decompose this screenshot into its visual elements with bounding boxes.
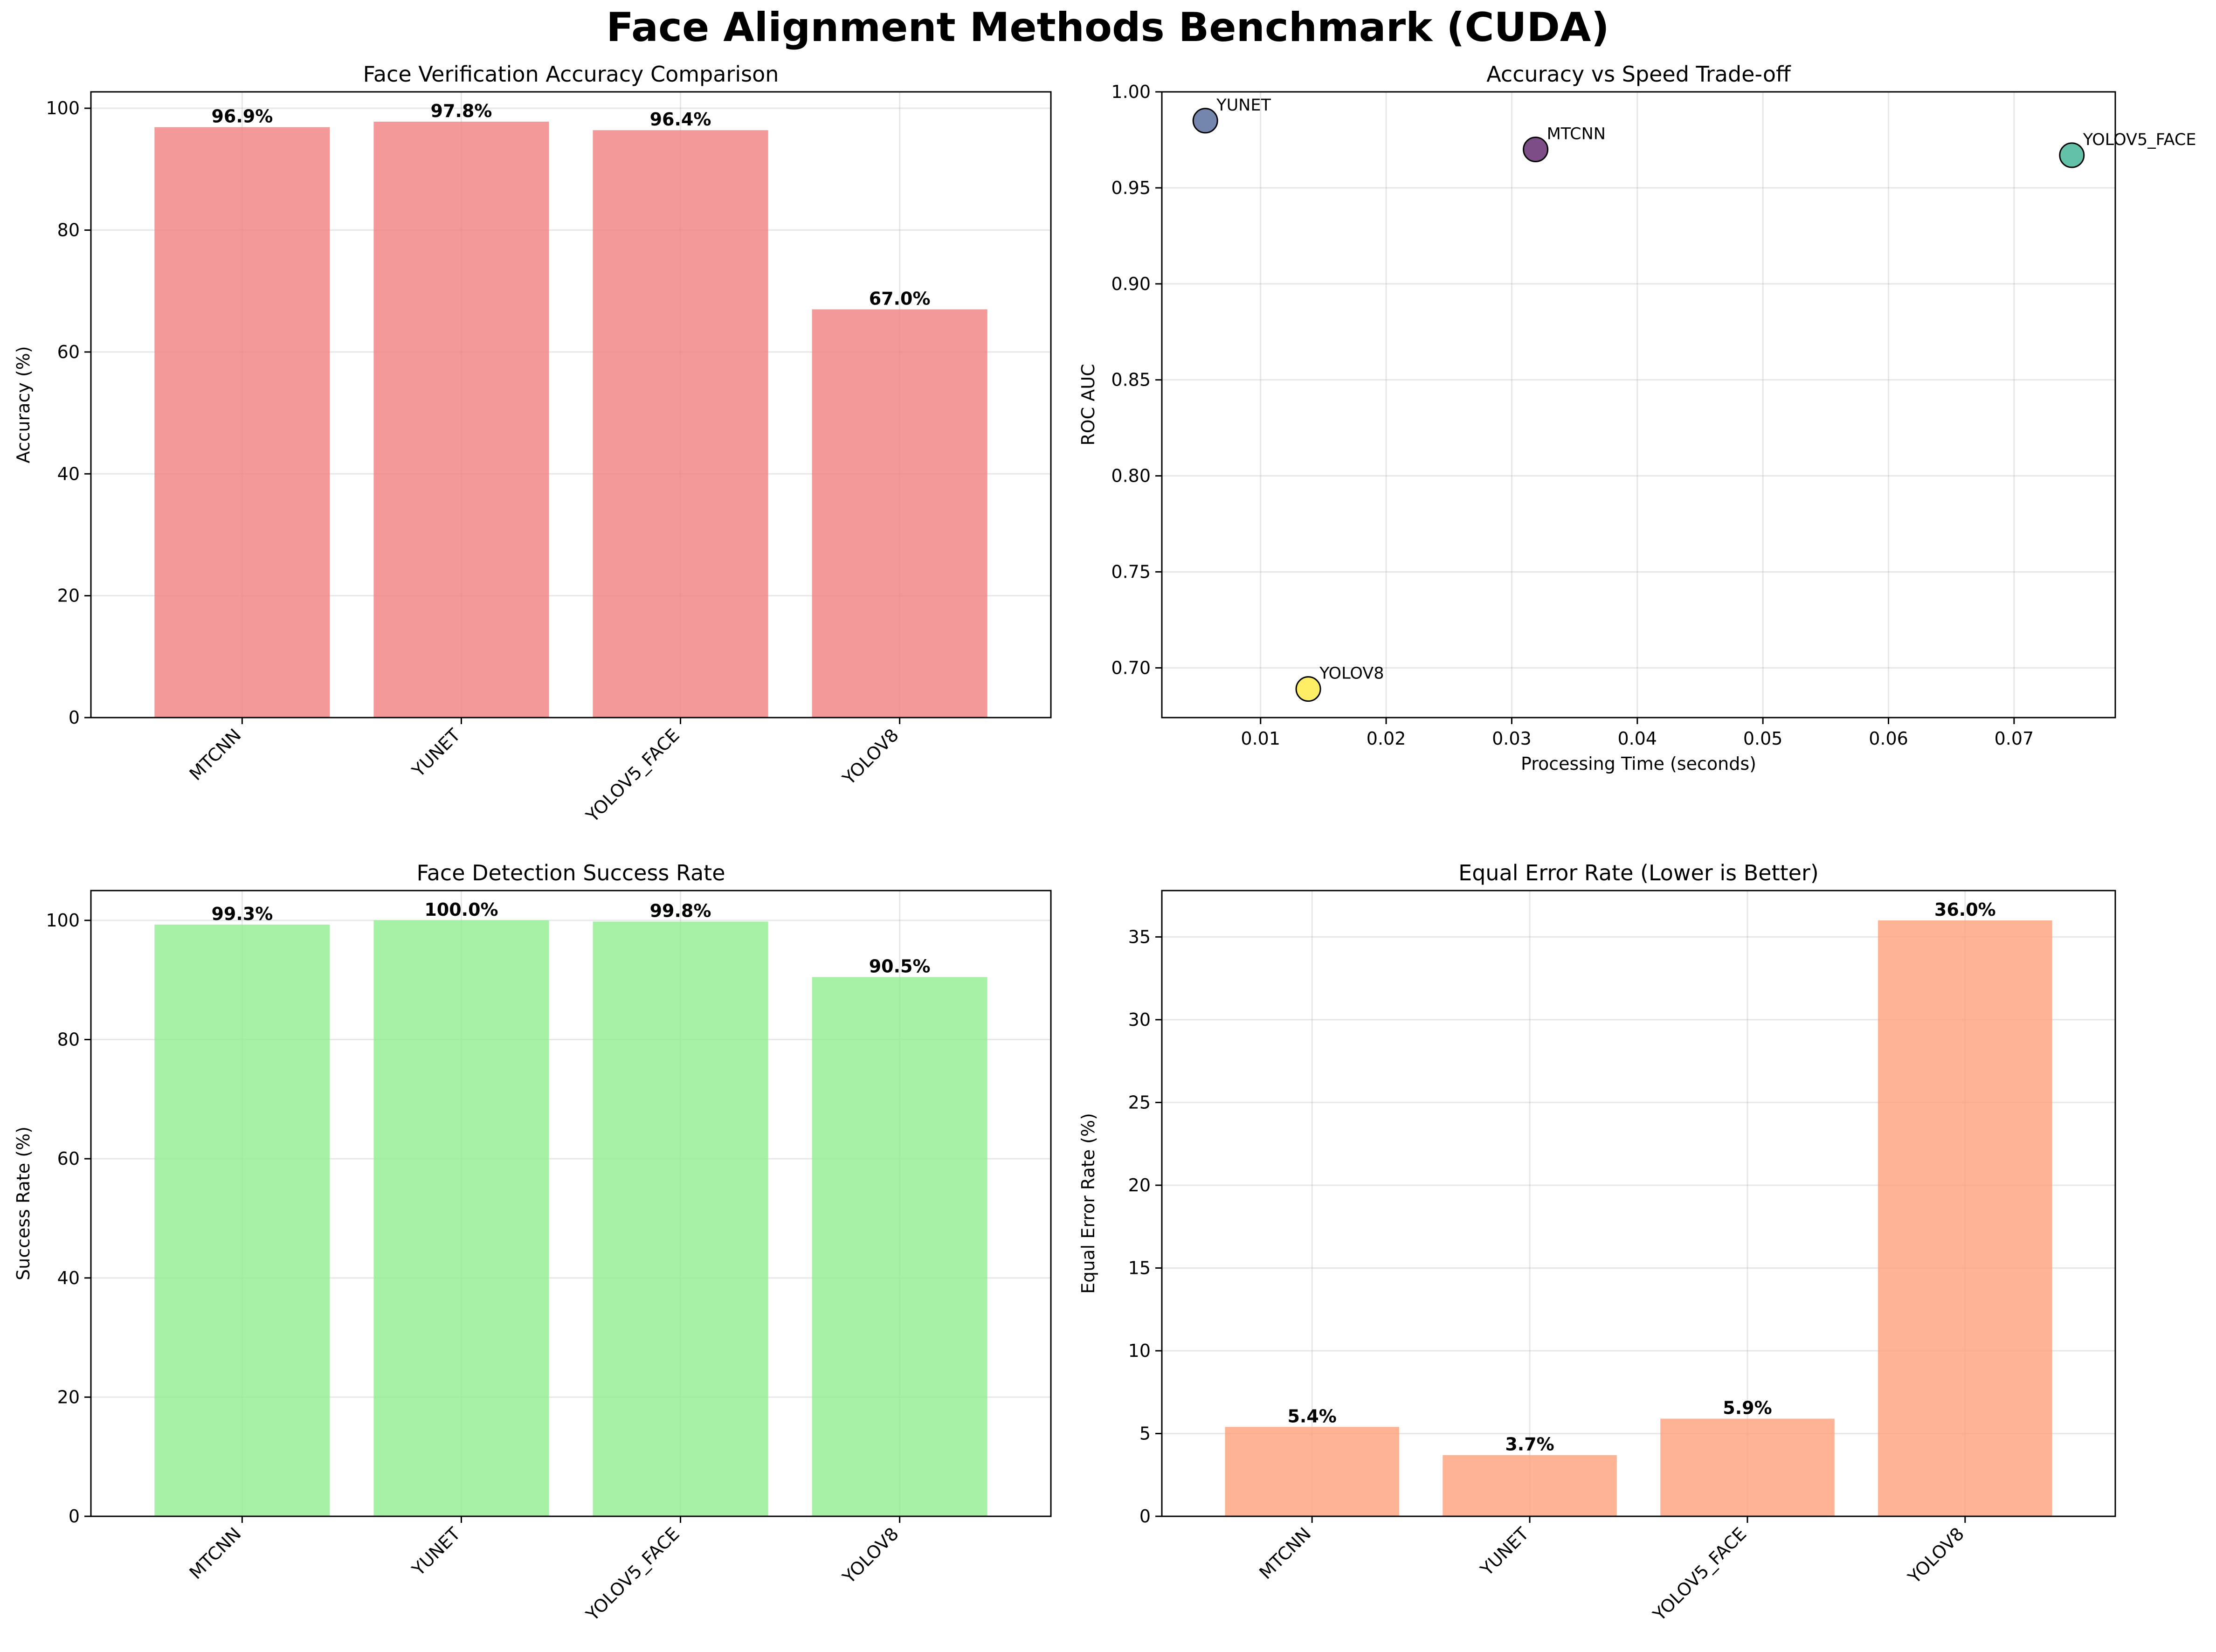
bar-value-label: 36.0% [1934, 899, 1996, 920]
y-tick-label: 0 [69, 1506, 80, 1527]
x-tick-label: 0.02 [1367, 728, 1406, 749]
x-tick-label: 0.01 [1241, 728, 1280, 749]
bar-value-label: 67.0% [869, 288, 931, 309]
x-tick-label: YUNET [407, 1523, 464, 1580]
bar-yunet [1443, 1455, 1617, 1516]
bar-yunet [373, 920, 549, 1516]
point-yolov8 [1295, 676, 1321, 702]
x-tick-label: MTCNN [186, 725, 245, 784]
bar-value-label: 5.4% [1287, 1406, 1336, 1426]
y-axis-label: ROC AUC [1078, 364, 1098, 445]
y-axis-label: Accuracy (%) [13, 346, 34, 463]
bar-value-label: 3.7% [1505, 1434, 1554, 1455]
y-tick-label: 40 [57, 463, 80, 484]
y-tick-label: 80 [57, 1030, 80, 1050]
x-tick-label: YOLOV8 [1904, 1523, 1968, 1588]
x-tick-label: YOLOV5_FACE [582, 1523, 683, 1625]
bar-yolov5_face [1660, 1418, 1835, 1516]
y-tick-label: 15 [1128, 1258, 1151, 1278]
x-tick-label: 0.06 [1869, 728, 1908, 749]
axes-frame [1161, 890, 2116, 1517]
y-tick-label: 30 [1128, 1009, 1151, 1030]
point-yunet [1192, 108, 1218, 134]
y-tick-label: 10 [1128, 1341, 1151, 1361]
axes-frame [1161, 91, 2116, 719]
y-tick-label: 0 [1139, 1506, 1151, 1527]
y-tick-label: 1.00 [1111, 82, 1151, 102]
point-label: YUNET [1216, 96, 1271, 115]
y-tick-label: 0.85 [1111, 370, 1151, 390]
panel-tradeoff: Accuracy vs Speed Trade-off 0.70 0.75 0.80 0… [1078, 62, 2196, 774]
y-tick-label: 0.75 [1111, 561, 1151, 582]
x-tick-label: YUNET [407, 725, 464, 781]
x-tick-label: 0.05 [1743, 728, 1783, 749]
x-tick-label: YOLOV8 [838, 1523, 903, 1588]
point-yolov5_face [2059, 142, 2085, 168]
bar-value-label: 90.5% [869, 956, 931, 976]
y-axis-label: Equal Error Rate (%) [1078, 1113, 1098, 1294]
x-axis-label: Processing Time (seconds) [1521, 753, 1756, 774]
y-tick-label: 0 [69, 707, 80, 728]
y-tick-label: 0.80 [1111, 466, 1151, 486]
y-axis-label: Success Rate (%) [13, 1127, 34, 1280]
bar-value-label: 96.4% [650, 109, 711, 130]
y-tick-label: 60 [57, 342, 80, 362]
bar-mtcnn [1225, 1427, 1399, 1516]
y-tick-label: 0.95 [1111, 178, 1151, 198]
x-tick-label: MTCNN [186, 1523, 245, 1583]
panel-title: Accuracy vs Speed Trade-off [1486, 62, 1791, 87]
panel-detection: Face Detection Success Rate 0 20 40 60 80 100 9… [13, 860, 1052, 1625]
bar-yolov8 [812, 309, 987, 718]
point-mtcnn [1523, 137, 1549, 163]
bar-value-label: 99.3% [211, 904, 273, 924]
bar-value-label: 5.9% [1723, 1398, 1772, 1418]
y-tick-label: 25 [1128, 1092, 1151, 1113]
bar-yolov8 [1878, 920, 2052, 1516]
x-tick-label: YOLOV8 [838, 725, 903, 789]
x-tick-label: YOLOV5_FACE [582, 725, 683, 826]
figure-title: Face Alignment Methods Benchmark (CUDA) [606, 4, 1609, 51]
y-tick-label: 100 [46, 910, 80, 931]
panel-title: Equal Error Rate (Lower is Better) [1458, 860, 1819, 885]
point-label: MTCNN [1547, 125, 1606, 144]
x-tick-label: 0.03 [1492, 728, 1532, 749]
panel-title: Face Detection Success Rate [417, 860, 725, 885]
panel-title: Face Verification Accuracy Comparison [363, 62, 779, 87]
y-tick-label: 5 [1139, 1423, 1151, 1444]
x-tick-label: MTCNN [1255, 1523, 1315, 1583]
point-label: YOLOV8 [1319, 664, 1384, 683]
bar-value-label: 99.8% [650, 900, 711, 921]
x-tick-label: YUNET [1476, 1523, 1533, 1580]
bar-yunet [373, 121, 549, 718]
axes-frame [90, 890, 1052, 1517]
panel-eer: Equal Error Rate (Lower is Better) 0 5 10 15… [1078, 860, 2116, 1625]
y-tick-label: 0.70 [1111, 657, 1151, 678]
y-tick-label: 20 [1128, 1175, 1151, 1196]
y-tick-label: 35 [1128, 926, 1151, 947]
x-tick-label: 0.04 [1618, 728, 1657, 749]
y-tick-label: 80 [57, 220, 80, 241]
bar-mtcnn [154, 127, 330, 718]
x-tick-label: 0.07 [1995, 728, 2034, 749]
bar-value-label: 96.9% [211, 106, 273, 127]
point-label: YOLOV5_FACE [2083, 131, 2196, 149]
y-tick-label: 20 [57, 586, 80, 606]
axes-frame [90, 91, 1052, 719]
bar-value-label: 100.0% [424, 899, 498, 920]
bar-yolov8 [812, 977, 987, 1516]
panel-accuracy: Face Verification Accuracy Comparison 0 20… [13, 62, 1052, 826]
bar-yolov5_face [593, 130, 768, 718]
bar-value-label: 97.8% [431, 101, 492, 121]
bar-mtcnn [154, 924, 330, 1516]
y-tick-label: 40 [57, 1268, 80, 1288]
y-tick-label: 20 [57, 1387, 80, 1407]
y-tick-label: 100 [46, 98, 80, 118]
x-tick-label: YOLOV5_FACE [1649, 1523, 1750, 1625]
y-tick-label: 60 [57, 1148, 80, 1169]
bar-yolov5_face [593, 921, 768, 1516]
y-tick-label: 0.90 [1111, 274, 1151, 294]
